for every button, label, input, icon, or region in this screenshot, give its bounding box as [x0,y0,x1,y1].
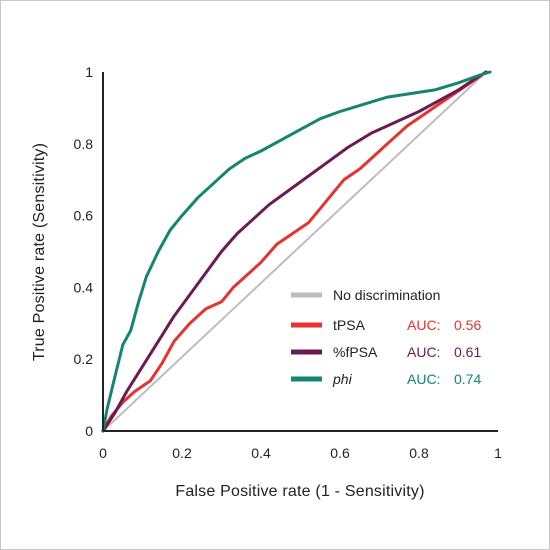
legend-auc-label: AUC: [407,317,440,333]
legend-label-phi: phi [332,371,353,387]
x-tick-label: 1 [494,445,502,461]
x-tick-label: 0.8 [409,445,429,461]
legend-auc-value-tpsa: 0.56 [454,317,481,333]
y-tick-label: 0 [85,423,93,439]
legend-label-no-discrimination: No discrimination [333,287,440,303]
y-tick-label: 0.4 [74,279,94,295]
y-tick-label: 1 [85,64,93,80]
ticks-layer: 0 0.2 0.4 0.6 0.8 1 0 0.2 0.4 0.6 0.8 1 [74,64,503,461]
legend-auc-value-phi: 0.74 [454,371,481,387]
x-tick-label: 0.4 [251,445,271,461]
series-line-no-discrimination [102,71,488,432]
x-tick-label: 0.6 [330,445,350,461]
y-tick-label: 0.2 [74,351,94,367]
series-layer [101,70,492,433]
legend-auc-value-fpsa: 0.61 [454,344,481,360]
legend-auc-label: AUC: [407,344,440,360]
legend: No discrimination tPSA AUC: 0.56 %fPSA AUC: 0.… [291,287,481,387]
legend-auc-label: AUC: [407,371,440,387]
y-axis-label: True Positive rate (Sensitivity) [31,143,48,361]
series-line-fpsa [101,70,488,433]
axes-layer [102,72,498,432]
legend-label-fpsa: %fPSA [333,344,378,360]
series-line-tpsa [101,70,488,433]
x-tick-label: 0.2 [172,445,192,461]
x-tick-label: 0 [99,445,107,461]
series-line-phi [101,70,492,433]
x-axis-label: False Positive rate (1 - Sensitivity) [175,483,424,500]
legend-label-tpsa: tPSA [333,317,366,333]
y-tick-label: 0.8 [74,136,94,152]
y-tick-label: 0.6 [74,208,94,224]
